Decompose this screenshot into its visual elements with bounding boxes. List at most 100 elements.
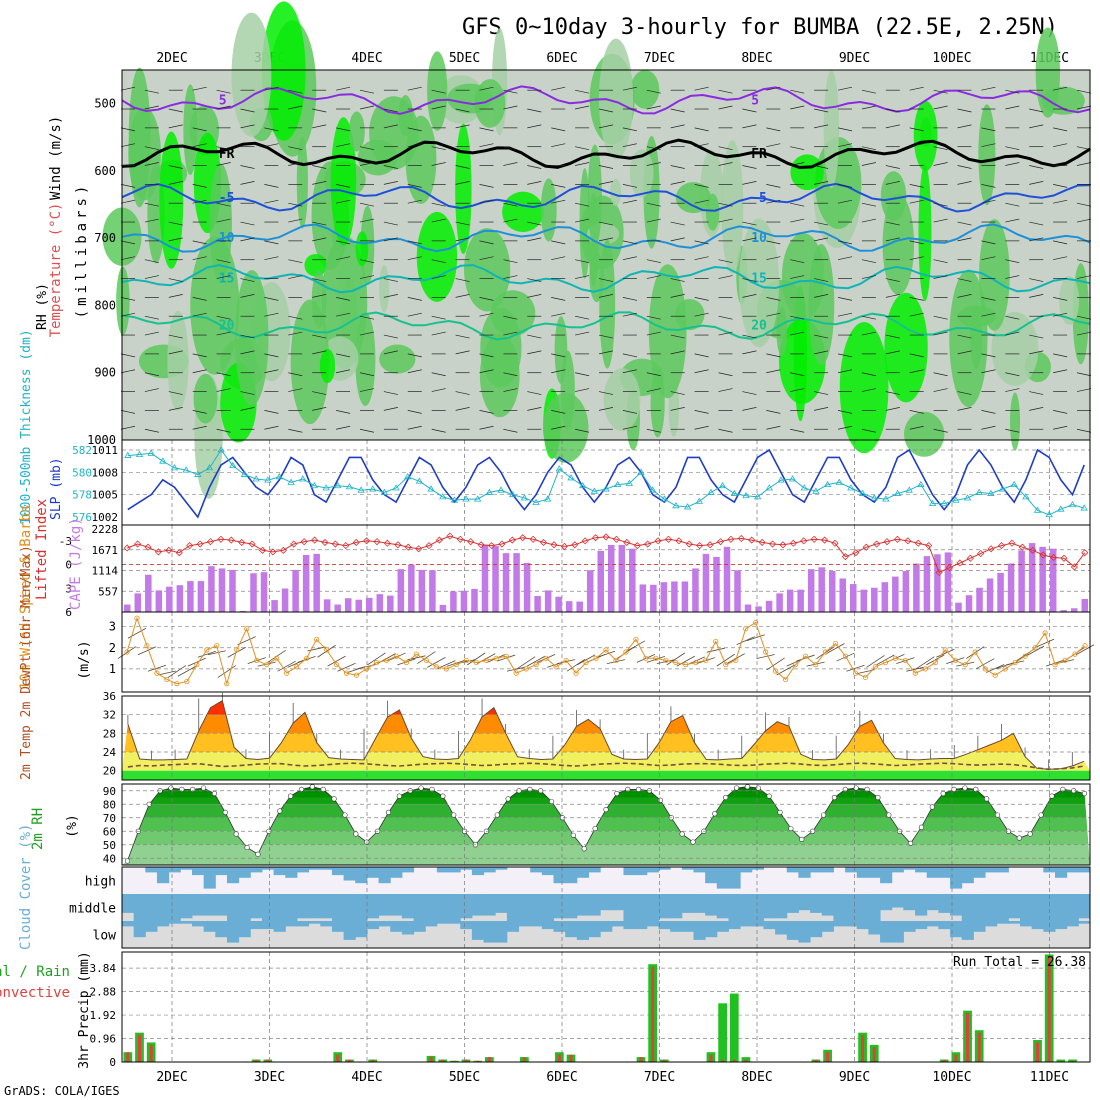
wind-barb (120, 199, 136, 204)
bottom-date-label: 3DEC (254, 1070, 285, 1085)
cloud-cell (390, 921, 403, 932)
wind-barb (837, 369, 853, 374)
wind-barb (1029, 391, 1044, 395)
rh-point (766, 793, 772, 799)
thickness-point (707, 488, 715, 495)
rh-patch (183, 84, 198, 176)
cloud-cell (961, 894, 974, 921)
wind-barb (575, 259, 590, 264)
cloud-cell (530, 921, 543, 927)
li-point (831, 539, 839, 547)
wind-barb (264, 127, 279, 132)
rh-patch (355, 231, 369, 267)
wind-barb (1053, 240, 1068, 245)
cloud-cell (740, 921, 753, 927)
thickness-point (1057, 505, 1065, 512)
cloud-cell (856, 921, 869, 930)
wind10m-barb (297, 655, 316, 663)
wind10m-barb (467, 652, 486, 666)
wind-barb (742, 124, 757, 129)
temp-tick: 32 (103, 709, 116, 722)
wind10m-point (683, 662, 689, 668)
isotherm-label: -5 (751, 191, 767, 206)
li-tick: 6 (65, 606, 72, 619)
cloud-cell (646, 894, 659, 921)
top-date-label: 9DEC (839, 51, 870, 66)
wind-barb (551, 312, 566, 317)
wind-barb (598, 181, 614, 185)
wind-barb (288, 428, 303, 433)
wind-barb (192, 425, 207, 430)
wind-barb (981, 143, 996, 148)
cloud-cell (576, 894, 590, 916)
bottom-date-label: 7DEC (644, 1070, 675, 1085)
wind10m-point (333, 662, 340, 668)
wind-barb (383, 237, 398, 242)
cloud-cell (553, 867, 566, 884)
wind-barb (622, 199, 637, 204)
cloud-cell (483, 894, 496, 916)
wind-barb (168, 221, 183, 226)
cape-bar (218, 568, 226, 612)
rh-patch (261, 1, 306, 141)
thickness-point (532, 498, 540, 505)
thickness-point (998, 485, 1007, 492)
wind-barb (1005, 202, 1020, 207)
wind-barb (598, 334, 614, 339)
wind-barb (503, 218, 518, 223)
wind10m-point (323, 647, 330, 653)
rh-patch (587, 144, 602, 248)
wind-barb (790, 105, 805, 110)
wind10m-point (972, 649, 978, 655)
wind-barb (551, 184, 566, 188)
li-point (425, 542, 433, 550)
cloud-cell (495, 867, 508, 870)
wind-barb (622, 312, 637, 317)
temp-tick: 24 (103, 746, 117, 759)
cloud-cell (448, 894, 461, 921)
wind10m-point (952, 657, 958, 664)
wind-barb (1029, 278, 1044, 282)
wind-barb (742, 391, 757, 395)
wind-barb (790, 218, 805, 223)
wind-barb (766, 143, 781, 148)
precip-conv-bar (487, 1057, 491, 1062)
wind10m-barb (576, 654, 596, 666)
precip-panel: 0 0.96 1.92 2.88 3.84 (90, 951, 1091, 1069)
wind-barb (264, 425, 279, 430)
wind-barb (575, 275, 590, 279)
wind-barb (407, 256, 422, 261)
cloud-cell (716, 867, 729, 889)
wind-barb (168, 165, 183, 169)
rh-point (451, 812, 457, 818)
wind-barb (1029, 237, 1044, 242)
upper-ytick: 900 (94, 366, 116, 380)
wind-barb (479, 410, 494, 414)
wind-barb (670, 108, 685, 113)
cape-bar (376, 594, 384, 612)
rh-point (287, 793, 294, 799)
cloud-cell (238, 867, 251, 878)
cloud-cell (331, 894, 345, 921)
wind-barb (981, 297, 996, 301)
cape-bar (292, 569, 299, 612)
cape-tick: 2228 (92, 523, 119, 536)
wind10m-point (643, 655, 649, 661)
wind-barb (336, 297, 351, 301)
wind-barb (383, 165, 398, 169)
li-point (737, 534, 745, 543)
rh-patch (675, 182, 711, 214)
wind10m-point (623, 649, 629, 655)
wind10m-barb (337, 662, 356, 672)
wind-barb (551, 425, 566, 430)
cloud-cell (705, 867, 718, 884)
wind-barb (1076, 162, 1092, 166)
cloud-level-label: middle (69, 902, 116, 917)
wind-barb (933, 428, 948, 433)
wind-barb (622, 143, 637, 148)
wind-barb (503, 372, 518, 377)
rh-patch (231, 12, 272, 137)
cloud-cell (926, 894, 939, 911)
rh-patch (540, 178, 557, 242)
wind-barb (909, 353, 924, 358)
